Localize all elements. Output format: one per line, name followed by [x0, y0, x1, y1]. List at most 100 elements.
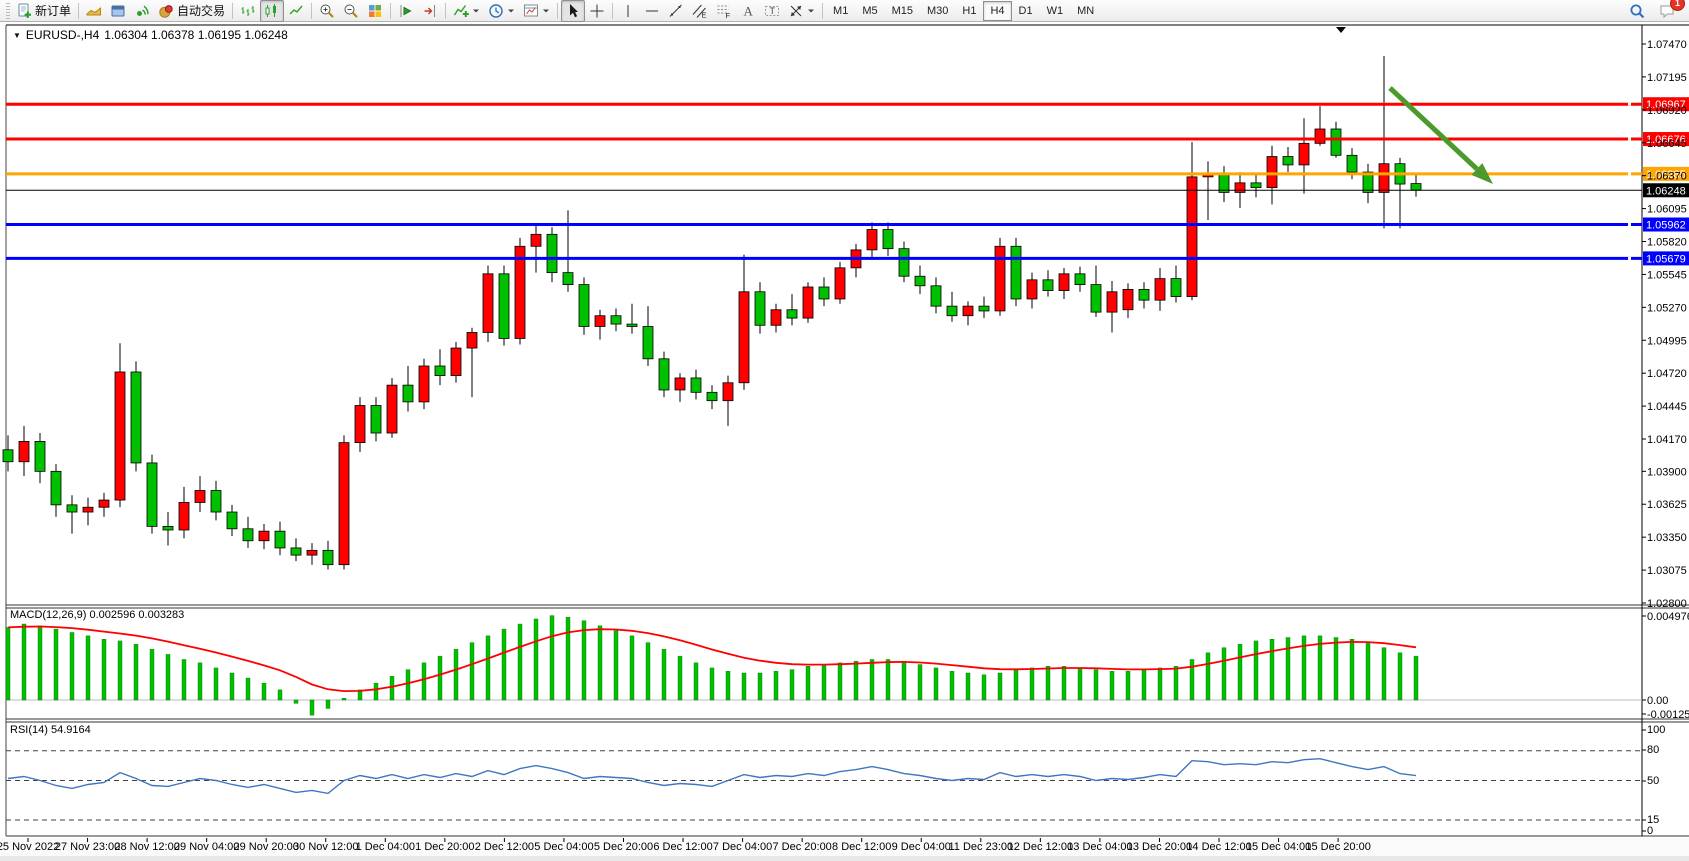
svg-text:A: A	[744, 3, 754, 18]
candles-icon	[265, 3, 277, 17]
chevron-down-icon[interactable]: ▼	[13, 30, 21, 40]
toolbar-separator	[557, 2, 559, 19]
line-chart-icon	[289, 5, 303, 14]
crosshair-icon	[590, 4, 604, 17]
timeframe-m1-button[interactable]: M1	[833, 4, 849, 17]
toolbar-grip[interactable]	[6, 2, 10, 19]
text-label-tool-button[interactable]: T	[760, 0, 784, 22]
svg-text:1.04995: 1.04995	[1647, 335, 1687, 347]
auto-scroll-button[interactable]	[394, 0, 418, 22]
autotrading-icon	[159, 4, 173, 18]
chart-shift-icon	[424, 4, 436, 17]
channel-tool-button[interactable]: E	[688, 0, 712, 22]
dropdown-caret-icon[interactable]	[807, 7, 815, 15]
timeframe-m15-button[interactable]: M15	[891, 4, 913, 17]
timeframe-d1-button[interactable]: D1	[1018, 4, 1033, 17]
svg-text:7 Dec 20:00: 7 Dec 20:00	[772, 841, 831, 853]
search-icon	[1630, 4, 1645, 18]
trendline-tool-button[interactable]	[664, 0, 688, 22]
notifications-button[interactable]: 1	[1655, 0, 1685, 22]
signals-button[interactable]	[130, 0, 154, 22]
line-chart-mode-button[interactable]	[284, 0, 308, 22]
svg-text:1.06248: 1.06248	[1646, 185, 1686, 197]
zoom-out-button[interactable]	[339, 0, 363, 22]
text-tool-button[interactable]: A	[736, 0, 760, 22]
svg-text:15 Dec 04:00: 15 Dec 04:00	[1246, 841, 1311, 853]
svg-text:5 Dec 20:00: 5 Dec 20:00	[594, 841, 653, 853]
svg-text:1.06645: 1.06645	[1647, 138, 1687, 150]
svg-text:1.07195: 1.07195	[1647, 72, 1687, 84]
chart-shift-button[interactable]	[418, 0, 442, 22]
toolbar-separator	[612, 2, 614, 19]
svg-text:30 Nov 12:00: 30 Nov 12:00	[293, 841, 358, 853]
svg-text:1.03900: 1.03900	[1647, 466, 1687, 478]
cursor-button[interactable]	[561, 0, 586, 22]
svg-text:0.004976: 0.004976	[1647, 611, 1689, 623]
horizontal-line-tool-button[interactable]	[640, 0, 664, 22]
svg-text:1.06920: 1.06920	[1647, 105, 1687, 117]
svg-text:15 Dec 20:00: 15 Dec 20:00	[1305, 841, 1370, 853]
bar-chart-icon	[241, 5, 255, 16]
svg-text:1.05545: 1.05545	[1647, 269, 1687, 281]
tile-windows-button[interactable]	[363, 0, 387, 22]
timeframe-w1-button[interactable]: W1	[1046, 4, 1064, 17]
svg-text:1.06385: 1.06385	[1646, 169, 1686, 181]
svg-text:0.00: 0.00	[1647, 695, 1668, 707]
svg-text:1 Dec 20:00: 1 Dec 20:00	[415, 841, 474, 853]
timeframe-h1-button[interactable]: H1	[962, 4, 977, 17]
svg-text:1.05270: 1.05270	[1647, 302, 1687, 314]
window-bottom-edge	[0, 856, 1689, 861]
timeframe-m5-button[interactable]: M5	[862, 4, 878, 17]
svg-text:13 Dec 20:00: 13 Dec 20:00	[1127, 841, 1192, 853]
periods-button[interactable]	[484, 0, 519, 22]
dropdown-caret-icon[interactable]	[472, 7, 480, 15]
chart-profiles-button[interactable]	[82, 0, 106, 22]
timeframe-h4-button[interactable]: H4	[983, 0, 1012, 21]
chart-shift-marker	[1336, 27, 1346, 33]
clock-icon	[489, 3, 503, 18]
zoom-in-button[interactable]	[315, 0, 339, 22]
search-button[interactable]	[1625, 0, 1649, 22]
svg-text:8 Dec 12:00: 8 Dec 12:00	[832, 841, 891, 853]
templates-button[interactable]	[519, 0, 554, 22]
crosshair-button[interactable]	[585, 0, 609, 22]
indicators-icon	[453, 4, 469, 17]
toolbar-separator	[445, 2, 447, 19]
chart-title: ▼ EURUSD-,H4 1.06304 1.06378 1.06195 1.0…	[13, 28, 288, 42]
indicators-button[interactable]	[449, 0, 484, 22]
tiles-icon	[369, 4, 382, 17]
new-order-button[interactable]: 新订单	[12, 0, 75, 22]
dropdown-caret-icon[interactable]	[507, 7, 515, 15]
notification-badge: 1	[1670, 0, 1685, 11]
svg-text:1.02800: 1.02800	[1647, 598, 1687, 610]
dropdown-caret-icon[interactable]	[542, 7, 550, 15]
svg-text:1.06967: 1.06967	[1646, 99, 1686, 111]
fibonacci-tool-button[interactable]: F	[712, 0, 736, 22]
svg-text:1.04445: 1.04445	[1647, 401, 1687, 413]
main-toolbar: 新订单 自动交易 E F A T M1 M5 M15 M30 H1 H4 D1 W1 MN 1	[0, 0, 1689, 22]
candlestick-mode-button[interactable]	[260, 0, 285, 22]
template-icon	[524, 4, 539, 16]
autotrading-button[interactable]: 自动交易	[154, 0, 229, 22]
hline-handle	[1628, 172, 1631, 176]
timeframe-mn-button[interactable]: MN	[1077, 4, 1095, 17]
price-badge	[1643, 132, 1689, 147]
svg-text:100: 100	[1647, 724, 1665, 736]
arrows-tool-button[interactable]	[784, 0, 819, 22]
hline-handle	[1628, 256, 1631, 260]
toolbar-separator	[78, 2, 80, 19]
svg-text:14 Dec 12:00: 14 Dec 12:00	[1186, 841, 1251, 853]
timeframe-m30-button[interactable]: M30	[927, 4, 949, 17]
cursor-icon	[570, 3, 579, 17]
data-window-button[interactable]	[106, 0, 130, 22]
svg-text:F: F	[726, 11, 731, 19]
price-badge	[1643, 183, 1689, 198]
hline-handle	[1628, 102, 1631, 106]
svg-text:1.04720: 1.04720	[1647, 368, 1687, 380]
toolbar-separator	[232, 2, 234, 19]
auto-scroll-icon	[400, 4, 412, 17]
bar-chart-mode-button[interactable]	[236, 0, 260, 22]
svg-text:25 Nov 2022: 25 Nov 2022	[0, 841, 59, 853]
vertical-line-tool-button[interactable]	[616, 0, 640, 22]
